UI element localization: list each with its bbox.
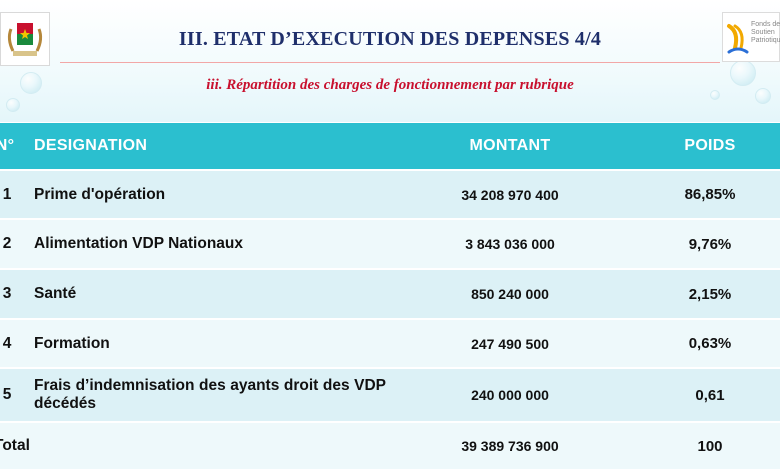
row-montant: 240 000 000 [471,387,549,403]
national-crest-logo [0,12,50,66]
page-subtitle: iii. Répartition des charges de fonction… [206,77,574,93]
decorative-bubble [20,72,42,94]
row-poids: 0,61 [695,386,725,404]
expense-table: N° DESIGNATION MONTANT POIDS 1 Prime d'o… [0,123,780,470]
coat-of-arms-icon [7,23,43,56]
row-poids: 86,85% [684,186,736,203]
row-number: 5 [2,386,12,403]
table-row: 3 Santé 850 240 000 2,15% [0,270,780,320]
title-divider [60,62,720,63]
decorative-bubble [6,98,20,112]
row-number: 3 [2,285,12,302]
row-poids: 2,15% [688,285,732,303]
header-poids: POIDS [684,137,736,154]
row-number: 1 [2,185,12,203]
row-montant: 3 843 036 000 [465,236,555,252]
decorative-bubble [755,88,771,104]
row-designation: Prime d'opération [34,185,166,203]
row-designation: Formation [34,334,110,352]
table-row: 1 Prime d'opération 34 208 970 400 86,85… [0,171,780,220]
header-number: N° [0,137,15,154]
header-band [0,0,780,122]
row-number: 4 [2,334,12,352]
total-label: Total [0,437,30,454]
table-row: 5 Frais d’indemnisation des ayants droit… [0,369,780,423]
header-montant: MONTANT [469,137,551,154]
page-title: III. ETAT D’EXECUTION DES DEPENSES 4/4 [178,28,602,50]
table-total-row: Total 39 389 736 900 100 [0,423,780,470]
row-poids: 0,63% [688,335,732,352]
row-designation: Santé [34,285,77,302]
total-montant: 39 389 736 900 [461,438,559,454]
header-designation: DESIGNATION [34,137,148,154]
row-designation: Frais d’indemnisation des ayants droit d… [34,377,386,412]
row-montant: 850 240 000 [471,286,549,302]
total-poids: 100 [697,437,723,455]
row-montant: 34 208 970 400 [461,186,559,203]
fund-emblem-icon [727,24,749,54]
decorative-bubble [710,90,720,100]
row-number: 2 [2,235,12,252]
table-row: 2 Alimentation VDP Nationaux 3 843 036 0… [0,220,780,270]
row-montant: 247 490 500 [471,335,549,352]
row-poids: 9,76% [688,235,732,253]
table-row: 4 Formation 247 490 500 0,63% [0,320,780,369]
decorative-bubble [730,60,756,86]
row-designation: Alimentation VDP Nationaux [34,235,243,252]
fund-logo-text: Fonds de Soutien Patriotique [751,21,780,44]
table-header-row: N° DESIGNATION MONTANT POIDS [0,123,780,171]
